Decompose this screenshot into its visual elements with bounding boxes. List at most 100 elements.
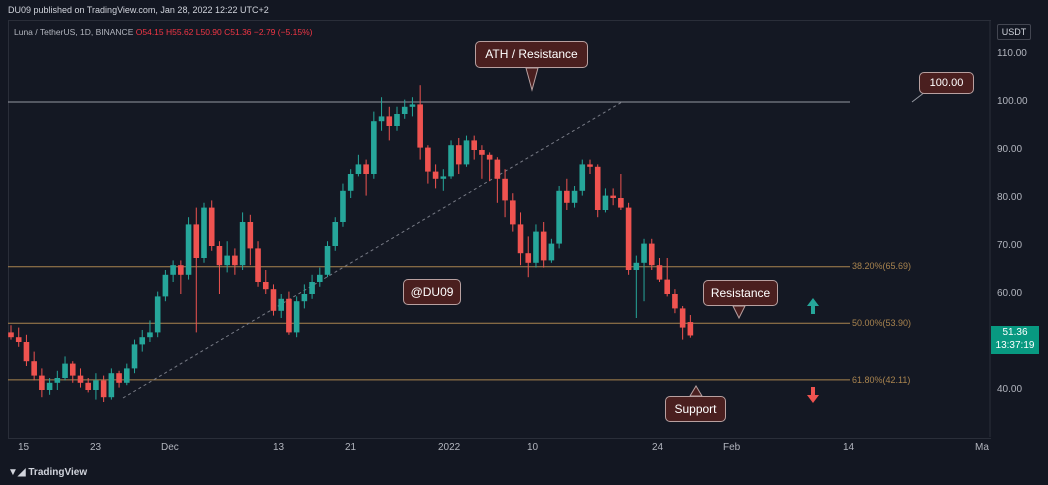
candle-body: [208, 207, 215, 246]
x-tick-dec: Dec: [161, 442, 179, 453]
candle-body: [93, 380, 99, 390]
candle-body: [347, 174, 354, 191]
resistance-callout[interactable]: Resistance: [703, 280, 778, 306]
fib-500-label: 50.00%(53.90): [852, 318, 912, 328]
candle-body: [548, 243, 555, 261]
candle-body: [69, 363, 76, 376]
x-tick-feb: Feb: [723, 442, 741, 453]
candle-body: [564, 190, 570, 203]
candle-body: [170, 265, 176, 275]
candle-countdown: 13:37:19: [995, 340, 1035, 351]
candle-body: [131, 344, 138, 369]
candle-body: [154, 296, 161, 333]
x-tick-13: 13: [273, 442, 285, 453]
support-callout-pointer: [689, 385, 703, 397]
resistance-callout-pointer: [732, 305, 746, 320]
candle-body: [618, 198, 624, 208]
watermark-callout[interactable]: @DU09: [403, 279, 461, 305]
candle-body: [633, 262, 640, 270]
candle-body: [679, 308, 686, 328]
candle-body: [417, 104, 423, 148]
currency-button[interactable]: USDT: [997, 24, 1031, 40]
candle-body: [247, 222, 254, 249]
candle-body: [479, 150, 485, 155]
candle-body: [641, 243, 647, 263]
candle-body: [540, 231, 547, 261]
candle-body: [455, 145, 462, 165]
candle-body: [656, 265, 663, 280]
candle-body: [85, 382, 91, 390]
candle-body: [201, 207, 207, 258]
down-arrow-icon: [807, 387, 819, 403]
candle-body: [355, 164, 362, 174]
candle-body: [270, 289, 277, 311]
candle-body: [262, 282, 269, 290]
candle-body: [309, 282, 315, 294]
up-arrow-icon: [807, 298, 819, 314]
candle-body: [502, 178, 508, 201]
candle-body: [602, 195, 609, 210]
candle-body: [39, 375, 45, 390]
target-price-callout[interactable]: 100.00: [919, 72, 974, 94]
candle-body: [625, 207, 632, 270]
candle-body: [471, 140, 477, 150]
candle-body: [556, 190, 562, 244]
candle-body: [579, 164, 586, 191]
candle-body: [394, 114, 400, 126]
candle-body: [162, 274, 169, 297]
chart-plot-area[interactable]: [8, 20, 991, 439]
x-tick-23: 23: [90, 442, 102, 453]
candle-body: [286, 298, 292, 333]
support-callout[interactable]: Support: [665, 396, 726, 422]
ath-callout-pointer: [525, 67, 539, 92]
candle-body: [664, 279, 670, 294]
tv-logo-icon: ▼◢: [8, 467, 29, 478]
candle-body: [116, 373, 122, 383]
candle-body: [139, 337, 146, 345]
candle-body: [46, 382, 53, 390]
candle-body: [239, 222, 246, 266]
candle-body: [371, 121, 377, 174]
y-tick-60: 60.00: [997, 288, 1023, 299]
candle-body: [178, 265, 184, 275]
candle-body: [62, 363, 68, 378]
candle-body: [185, 224, 192, 275]
y-tick-40: 40.00: [997, 384, 1023, 395]
x-tick-10: 10: [527, 442, 539, 453]
candle-body: [687, 322, 694, 336]
candle-body: [587, 164, 593, 167]
candle-body: [255, 248, 261, 282]
candle-body: [386, 116, 393, 126]
y-tick-90: 90.00: [997, 144, 1023, 155]
symbol-title: Luna / TetherUS, 1D, BINANCE: [14, 27, 134, 37]
candle-body: [486, 154, 493, 160]
candle-body: [77, 375, 84, 383]
candle-body: [147, 332, 153, 338]
candle-body: [100, 380, 107, 398]
published-note: DU09 published on TradingView.com, Jan 2…: [8, 5, 269, 15]
candle-body: [23, 342, 30, 362]
candle-body: [317, 274, 323, 282]
y-tick-80: 80.00: [997, 192, 1023, 203]
candle-body: [332, 222, 339, 246]
candle-body: [463, 140, 470, 165]
ath-callout[interactable]: ATH / Resistance: [475, 41, 588, 68]
candle-body: [278, 298, 284, 311]
x-tick-2022: 2022: [438, 442, 461, 453]
candle-body: [54, 378, 61, 383]
candle-body: [571, 190, 578, 203]
last-price-value: 51.36: [1002, 327, 1028, 338]
x-tick-21: 21: [345, 442, 357, 453]
candle-body: [108, 373, 115, 398]
candle-body: [363, 164, 369, 174]
candle-body: [510, 200, 516, 225]
fib-618-label: 61.80%(42.11): [852, 375, 911, 385]
candle-body: [8, 332, 14, 338]
candle-body: [409, 104, 416, 107]
x-tick-24: 24: [652, 442, 664, 453]
candle-body: [525, 253, 532, 263]
candle-body: [293, 301, 300, 333]
last-price-label: 51.36 13:37:19: [991, 326, 1039, 354]
candle-body: [440, 176, 447, 179]
